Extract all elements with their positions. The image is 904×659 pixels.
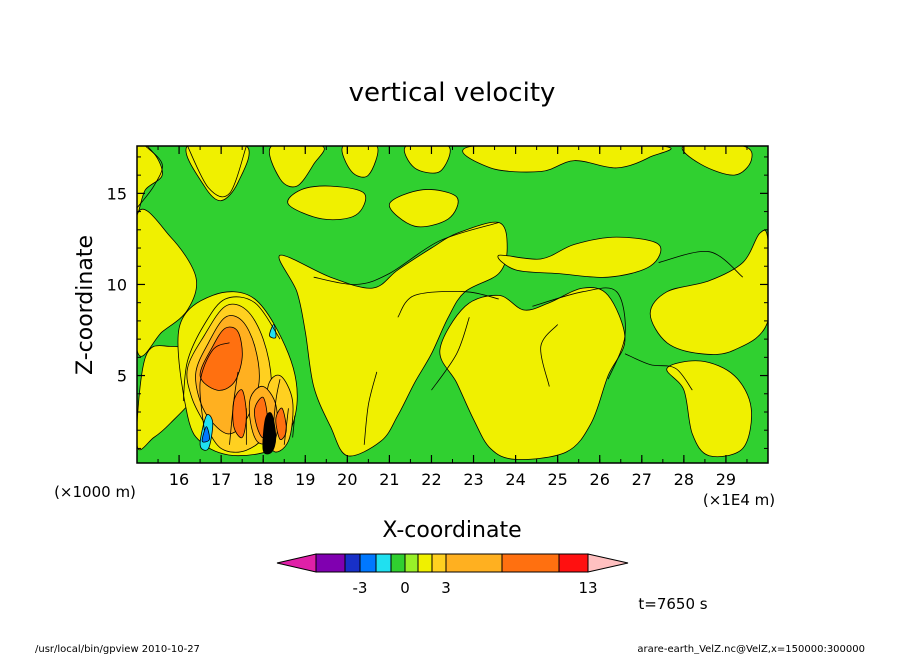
- colorbar-cell: [315, 553, 346, 573]
- region-positive-weak-15: [287, 185, 367, 221]
- contour-line-8: [199, 342, 230, 431]
- contour-line-4: [532, 287, 626, 380]
- region-positive-weak-11: [439, 287, 626, 460]
- region-positive-max-21: [199, 326, 243, 391]
- x-tick-label: 29: [716, 470, 736, 489]
- region-positive-max-22: [232, 389, 247, 439]
- colorbar-cell: [344, 553, 361, 573]
- x-tick-label: 16: [169, 470, 189, 489]
- contour-line-16: [540, 324, 559, 387]
- x-tick-label: 18: [253, 470, 273, 489]
- contour-line-11: [271, 379, 281, 445]
- colorbar-cell: [404, 553, 419, 573]
- region-positive-weak-7: [137, 208, 197, 357]
- colorbar-cell: [501, 553, 560, 573]
- contour-line-1: [187, 146, 247, 198]
- region-positive-weak-5: [462, 146, 672, 173]
- x-tick-label: 27: [632, 470, 652, 489]
- x-unit-left: (×1000 m): [54, 483, 136, 501]
- region-negative-moderate-27: [201, 426, 210, 443]
- colorbar-tick-label: 3: [441, 579, 451, 597]
- contour-line-5: [624, 353, 693, 391]
- region-positive-weak-10: [278, 221, 508, 457]
- contour-line-13: [292, 415, 296, 438]
- contour-line-15: [431, 317, 470, 391]
- x-unit-right: (×1E4 m): [703, 491, 775, 509]
- x-tick-label: 22: [421, 470, 441, 489]
- colorbar-cell: [375, 553, 392, 573]
- time-label: t=7650 s: [638, 595, 707, 613]
- chart-title: vertical velocity: [349, 78, 556, 108]
- contour-line-6: [658, 250, 744, 278]
- field-regions: [137, 146, 768, 460]
- x-tick-label: 17: [211, 470, 231, 489]
- colorbar-cell: [390, 553, 406, 573]
- contour-lines: [137, 146, 744, 445]
- region-negative-weak-26: [269, 324, 277, 339]
- colorbar: [276, 553, 629, 573]
- x-tick-label: 24: [505, 470, 525, 489]
- region-positive-weak-13: [649, 229, 768, 355]
- region-positive-weak-12: [497, 236, 662, 278]
- region-positive-weak-6: [681, 146, 753, 176]
- colorbar-tick-label: 0: [400, 579, 410, 597]
- region-positive-weak-14: [666, 360, 752, 458]
- region-positive-weak-16: [388, 189, 459, 228]
- x-tick-label: 25: [547, 470, 567, 489]
- colorbar-cell: [445, 553, 503, 573]
- y-tick-label: 15: [107, 184, 127, 203]
- x-axis-label: X-coordinate: [382, 518, 521, 543]
- x-tick-label: 21: [379, 470, 399, 489]
- y-tick-label: 10: [107, 275, 127, 294]
- colorbar-max-arrow: [587, 553, 629, 573]
- contour-line-12: [283, 408, 289, 445]
- colorbar-cell: [558, 553, 589, 573]
- contour-line-7: [182, 296, 281, 402]
- colorbar-min-arrow: [276, 553, 317, 573]
- x-tick-label: 23: [463, 470, 483, 489]
- contour-line-14: [363, 371, 378, 445]
- x-tick-label: 20: [337, 470, 357, 489]
- contour-line-0: [137, 146, 163, 209]
- y-tick-label: 5: [117, 367, 127, 386]
- footer-right: arare-earth_VelZ.nc@VelZ,x=150000:300000: [637, 644, 865, 654]
- region-negative-strong-28: [262, 412, 277, 455]
- region-positive-weak-4: [403, 146, 451, 174]
- x-tick-label: 26: [590, 470, 610, 489]
- colorbar-cell: [359, 553, 377, 573]
- colorbar-cell: [417, 553, 433, 573]
- colorbar-tick-label: -3: [353, 579, 368, 597]
- x-tick-label: 19: [295, 470, 315, 489]
- y-axis-label: Z-coordinate: [73, 235, 98, 375]
- x-tick-label: 28: [674, 470, 694, 489]
- plot-area: [136, 145, 769, 464]
- contour-line-2: [313, 222, 499, 285]
- colorbar-labels: -3 0 3 13: [353, 579, 598, 597]
- colorbar-tick-label: 13: [578, 579, 597, 597]
- contour-line-9: [229, 371, 239, 445]
- x-axis-ticks: 16 17 18 19 20 21 22 23 24 25 26 27 28 29: [157, 146, 748, 489]
- y-axis-ticks: 5 10 15: [107, 156, 768, 449]
- region-positive-weak-3: [341, 146, 379, 178]
- contour-line-3: [397, 291, 499, 318]
- footer-left: /usr/local/bin/gpview 2010-10-27: [35, 644, 200, 654]
- region-positive-weak-2: [268, 146, 325, 188]
- colorbar-cell: [431, 553, 447, 573]
